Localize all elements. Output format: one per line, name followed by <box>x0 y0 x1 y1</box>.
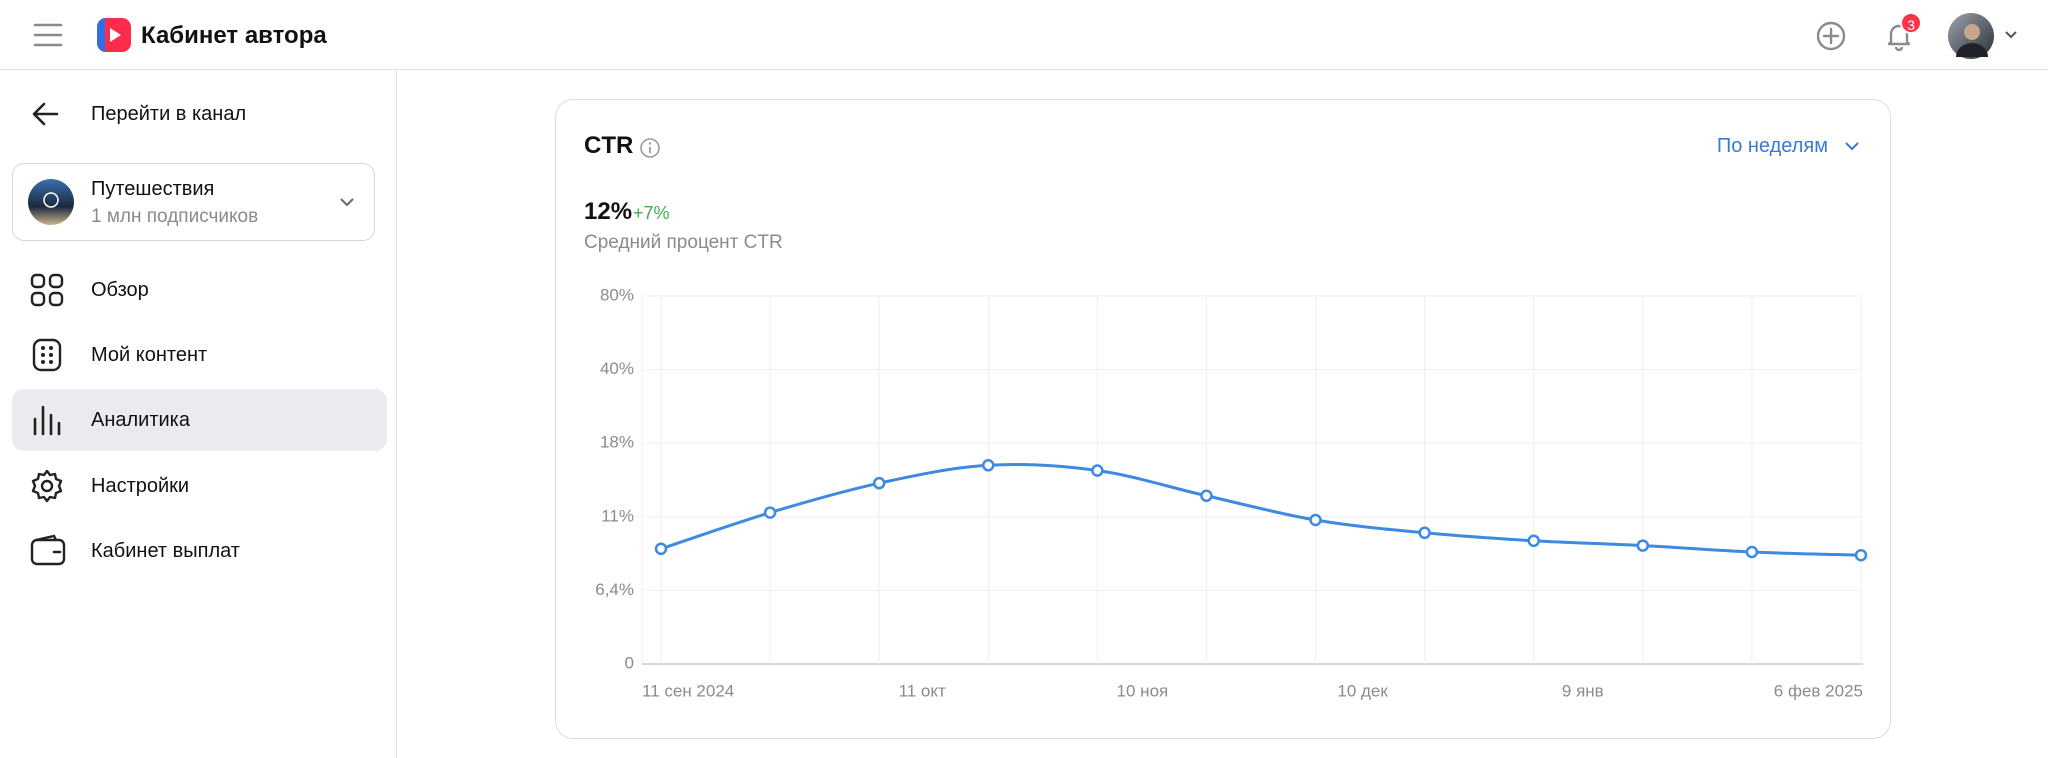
notification-badge: 3 <box>1900 12 1922 34</box>
back-icon <box>32 102 59 126</box>
nav-icon <box>33 405 61 436</box>
avatar-chevron[interactable] <box>2004 30 2018 40</box>
y-tick-label: 80% <box>600 285 634 304</box>
nav-label: Настройки <box>91 474 190 497</box>
nav-item[interactable]: Кабинет выплат <box>12 520 387 582</box>
card-title: CTR <box>584 132 634 159</box>
data-point <box>654 542 668 556</box>
nav-icon <box>32 338 62 372</box>
info-icon[interactable] <box>639 137 661 159</box>
channel-name: Путешествия <box>91 178 215 200</box>
ctr-line <box>660 463 1862 557</box>
nav-icon <box>30 273 64 307</box>
add-button[interactable] <box>1816 21 1846 51</box>
x-tick-label: 9 янв <box>1562 681 1604 700</box>
data-point <box>1200 489 1213 503</box>
y-tick-label: 18% <box>600 433 634 452</box>
data-point <box>1527 534 1540 548</box>
y-tick-label: 40% <box>600 359 634 378</box>
nav-label: Кабинет выплат <box>91 539 240 562</box>
data-point <box>1309 513 1322 527</box>
nav-label: Аналитика <box>91 408 190 431</box>
data-point <box>872 476 886 490</box>
period-select[interactable]: По неделям <box>1716 135 1828 157</box>
channel-selector[interactable]: Путешествия 1 млн подписчиков <box>12 163 375 241</box>
x-tick-label: 10 дек <box>1337 681 1388 700</box>
nav-icon <box>30 534 66 566</box>
metric-value: 12% <box>584 198 633 225</box>
logo[interactable] <box>97 18 131 52</box>
channel-avatar <box>28 179 74 225</box>
data-point <box>1636 539 1650 552</box>
nav-item-active[interactable]: Аналитика <box>12 389 387 451</box>
avatar[interactable] <box>1948 13 1994 59</box>
nav-item[interactable]: Мой контент <box>12 324 387 386</box>
y-tick-label: 6,4% <box>595 580 634 599</box>
app-title: Кабинет автора <box>141 22 327 49</box>
x-tick-label: 11 окт <box>899 681 946 700</box>
data-point <box>1745 545 1759 559</box>
y-tick-label: 0 <box>625 653 634 672</box>
header: Кабинет автора 3 <box>0 0 2048 70</box>
channel-subscribers: 1 млн подписчиков <box>91 206 259 227</box>
nav-label: Обзор <box>91 278 149 301</box>
sidebar: Перейти в канал Путешествия 1 млн подпис… <box>0 70 397 758</box>
y-tick-label: 11% <box>601 506 634 525</box>
back-link[interactable]: Перейти в канал <box>12 83 387 145</box>
nav-label: Мой контент <box>91 343 208 366</box>
channel-chevron <box>340 198 354 207</box>
data-point <box>982 459 995 472</box>
data-point <box>1091 464 1104 477</box>
x-tick-label: 11 сен 2024 <box>642 681 734 700</box>
nav-item[interactable]: Настройки <box>12 455 387 517</box>
data-point <box>1418 526 1431 540</box>
ctr-card: CTR По неделям 12% +7% Средний процент C… <box>555 99 1891 739</box>
metric-change: +7% <box>633 203 670 223</box>
x-tick-label: 10 ноя <box>1117 681 1169 700</box>
back-label: Перейти в канал <box>91 102 247 125</box>
period-chevron[interactable] <box>1844 141 1860 151</box>
data-point <box>763 506 777 519</box>
nav-item[interactable]: Обзор <box>12 259 387 321</box>
data-point <box>1854 548 1868 562</box>
chart: 0 6,4% 11% 18% 40% 80% 11 сен 2024 11 окт 10 ноя… <box>595 285 1868 700</box>
nav-icon <box>31 469 63 503</box>
menu-button[interactable] <box>33 22 63 48</box>
metric-caption: Средний процент CTR <box>584 232 783 253</box>
x-tick-label: 6 фев 2025 <box>1774 681 1863 700</box>
